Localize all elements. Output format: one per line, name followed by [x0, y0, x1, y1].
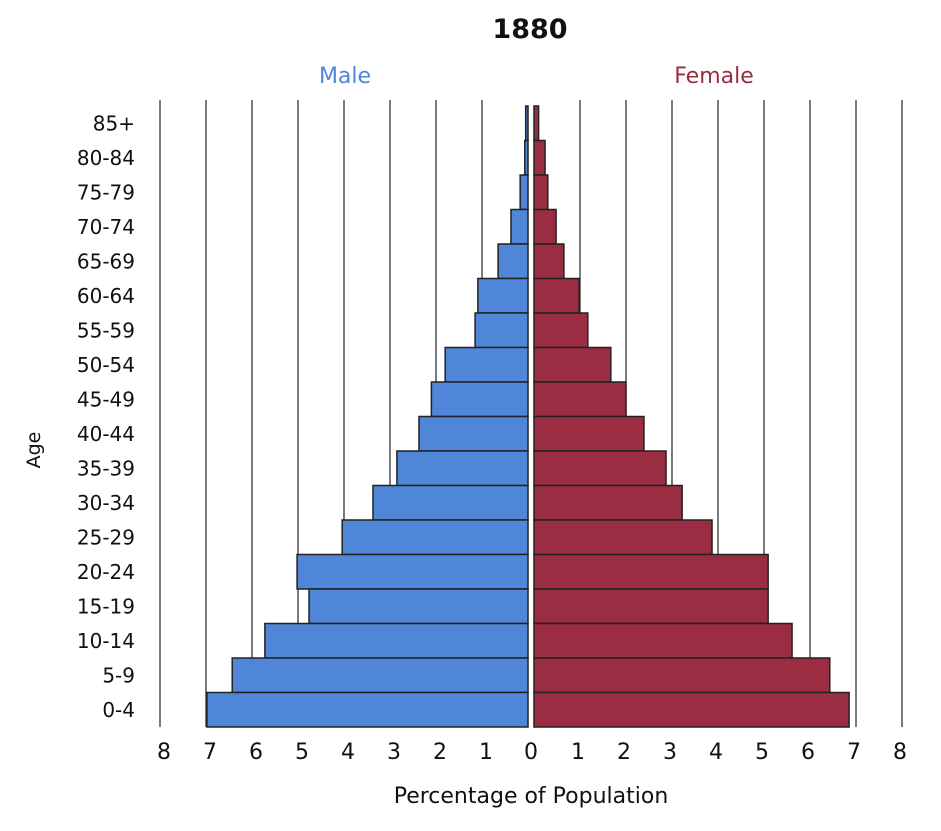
male-bar	[524, 139, 529, 176]
female-bar	[533, 208, 557, 245]
female-bar	[533, 519, 713, 556]
male-bar	[396, 450, 529, 487]
female-bar	[533, 139, 546, 176]
age-label: 50-54	[77, 353, 135, 377]
male-bar	[497, 243, 529, 280]
x-tick-label: 8	[157, 740, 171, 765]
x-tick-label: 5	[755, 740, 769, 765]
age-label: 10-14	[77, 629, 135, 653]
male-bar	[206, 691, 529, 728]
age-label: 45-49	[77, 387, 135, 411]
x-tick-label: 7	[203, 740, 217, 765]
x-tick-label: 4	[709, 740, 723, 765]
male-bar	[524, 105, 529, 142]
chart-title: 1880	[492, 14, 567, 45]
age-label: 25-29	[77, 525, 135, 549]
age-label: 30-34	[77, 491, 135, 515]
male-bar	[444, 346, 529, 383]
female-bar	[533, 346, 612, 383]
legend-male: Male	[319, 64, 371, 89]
female-bar	[533, 243, 565, 280]
female-bar	[533, 553, 769, 590]
male-bar	[418, 415, 529, 452]
female-bar	[533, 691, 850, 728]
age-label: 40-44	[77, 422, 135, 446]
male-bar	[264, 622, 529, 659]
x-tick-label: 3	[387, 740, 401, 765]
male-bar	[430, 381, 529, 418]
female-bar	[533, 277, 580, 314]
x-tick-label: 7	[847, 740, 861, 765]
x-tick-label: 1	[479, 740, 493, 765]
x-tick-label: 4	[341, 740, 355, 765]
female-bar	[533, 484, 683, 521]
age-label: 15-19	[77, 594, 135, 618]
age-label: 80-84	[77, 146, 135, 170]
female-bar	[533, 381, 627, 418]
female-bar	[533, 622, 793, 659]
x-tick-label: 2	[617, 740, 631, 765]
female-bar	[533, 450, 667, 487]
male-bar	[308, 588, 529, 625]
male-bar	[231, 657, 529, 694]
male-bar	[296, 553, 529, 590]
x-tick-label: 3	[663, 740, 677, 765]
x-axis-label: Percentage of Population	[394, 784, 669, 809]
age-label: 70-74	[77, 215, 135, 239]
age-label: 65-69	[77, 249, 135, 273]
x-tick-label: 8	[893, 740, 907, 765]
age-label: 0-4	[102, 698, 135, 722]
male-bar	[477, 277, 529, 314]
age-label: 75-79	[77, 180, 135, 204]
x-tick-label: 6	[249, 740, 263, 765]
x-tick-label: 1	[571, 740, 585, 765]
age-label: 20-24	[77, 560, 135, 584]
x-tick-label: 2	[433, 740, 447, 765]
female-bar	[533, 588, 769, 625]
male-bar	[372, 484, 529, 521]
female-bar	[533, 657, 831, 694]
female-bar	[533, 312, 589, 349]
age-label: 5-9	[102, 663, 135, 687]
female-bar	[533, 415, 645, 452]
x-tick-label: 5	[295, 740, 309, 765]
female-bar	[533, 105, 540, 142]
x-tick-label: 6	[801, 740, 815, 765]
male-bar	[474, 312, 529, 349]
x-tick-label: 0	[524, 740, 538, 765]
male-bar	[341, 519, 529, 556]
age-label: 55-59	[77, 318, 135, 342]
male-bar	[519, 174, 529, 211]
age-label: 35-39	[77, 456, 135, 480]
male-bar	[510, 208, 529, 245]
age-label: 85+	[93, 111, 135, 135]
age-label: 60-64	[77, 284, 135, 308]
female-bar	[533, 174, 549, 211]
legend-female: Female	[674, 64, 754, 89]
y-axis-label: Age	[23, 432, 45, 469]
